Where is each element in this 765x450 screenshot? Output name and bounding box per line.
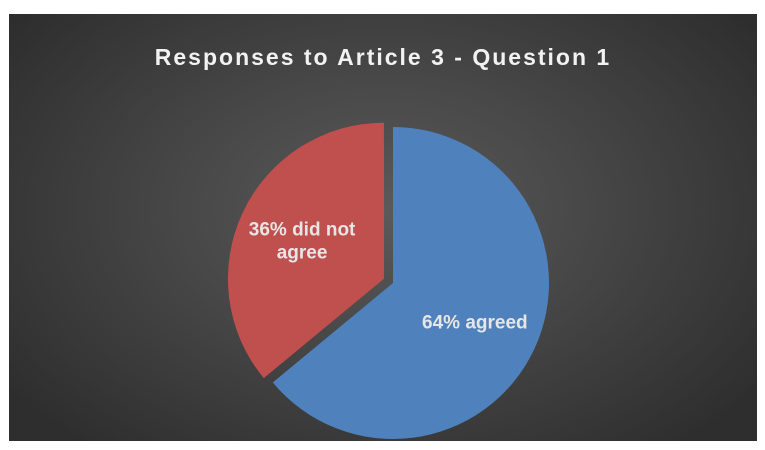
pie-label-line: 64% agreed bbox=[422, 313, 528, 334]
chart-area: Responses to Article 3 - Question 1 64% … bbox=[9, 14, 757, 441]
pie-label-line: 36% did not bbox=[249, 220, 356, 241]
pie-labels: 64% agreed 36% did not agree bbox=[249, 220, 528, 334]
pie-label-did-not-agree: 36% did not agree bbox=[249, 220, 356, 264]
pie-slice-agreed bbox=[272, 127, 549, 440]
pie-label-line: agree bbox=[277, 243, 328, 264]
pie-slice-did-not-agree bbox=[227, 122, 384, 379]
chart-title: Responses to Article 3 - Question 1 bbox=[154, 44, 612, 70]
pie-label-agreed: 64% agreed bbox=[422, 313, 528, 334]
pie-slices bbox=[227, 122, 549, 440]
pie-chart: 64% agreed 36% did not agree bbox=[227, 122, 549, 440]
